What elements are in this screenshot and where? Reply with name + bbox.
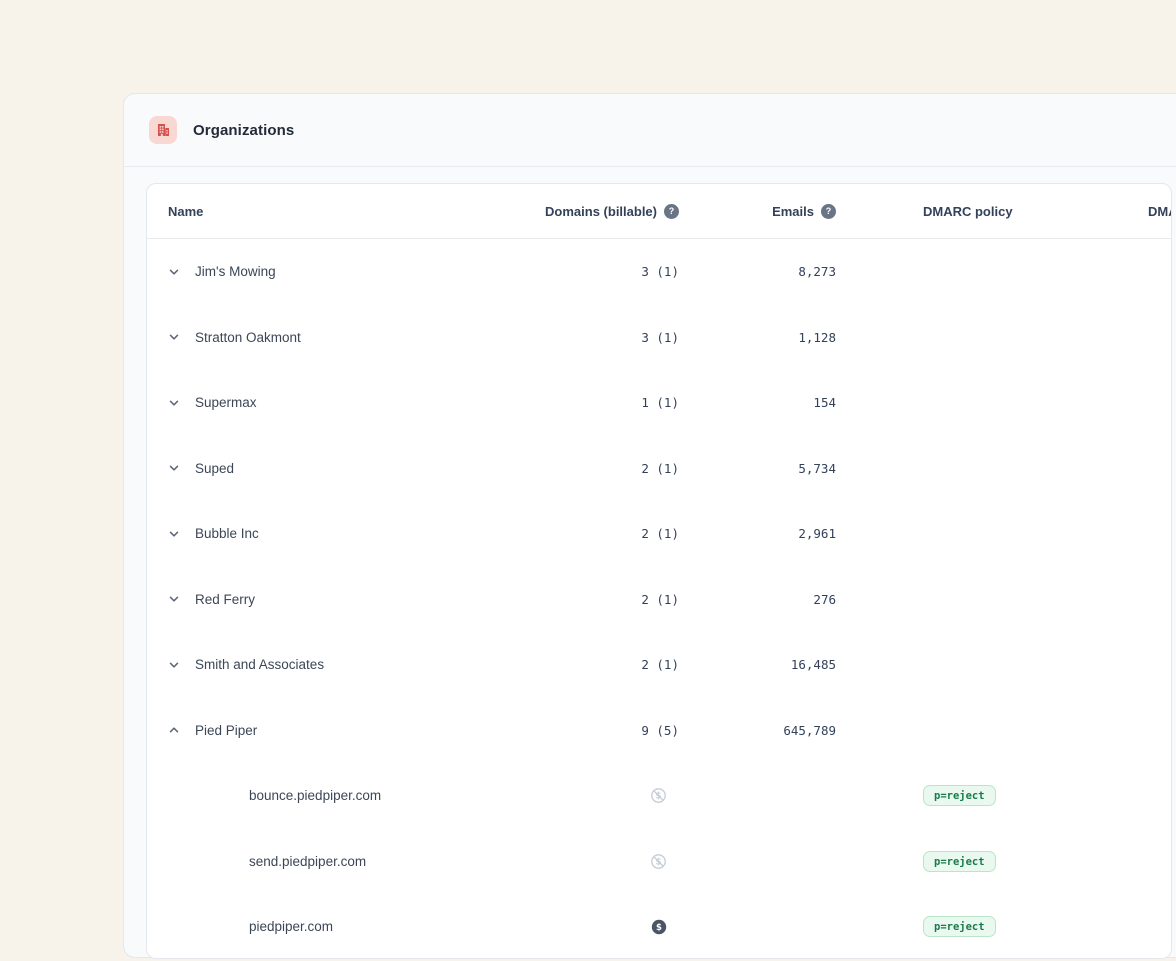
emails-count: 8,273	[798, 264, 836, 280]
column-header-dmarc-truncated: DMA	[1148, 203, 1171, 219]
org-row[interactable]: Stratton Oakmont 3 (1) 1,128	[147, 305, 1171, 371]
help-icon-domains[interactable]: ?	[664, 203, 679, 219]
org-name: Stratton Oakmont	[195, 329, 301, 345]
org-row[interactable]: Pied Piper 9 (5) 645,789	[147, 698, 1171, 764]
chevron-down-icon[interactable]	[168, 659, 180, 671]
domains-count: 2 (1)	[641, 657, 679, 673]
column-header-domains: Domains (billable) ?	[539, 203, 679, 219]
table-header-row: Name Domains (billable) ? Emails ? DMARC…	[147, 184, 1171, 239]
organizations-card: Organizations Name Domains (billable) ? …	[123, 93, 1176, 959]
emails-count: 2,961	[798, 526, 836, 542]
domains-count: 1 (1)	[641, 395, 679, 411]
chevron-down-icon[interactable]	[168, 462, 180, 474]
domains-count: 3 (1)	[641, 264, 679, 280]
column-header-name: Name	[168, 203, 204, 219]
domain-name: send.piedpiper.com	[249, 853, 367, 869]
org-row[interactable]: Red Ferry 2 (1) 276	[147, 567, 1171, 633]
dmarc-policy-badge: p=reject	[923, 850, 996, 872]
domains-count: 2 (1)	[641, 526, 679, 542]
org-row[interactable]: Jim's Mowing 3 (1) 8,273	[147, 239, 1171, 305]
chevron-up-icon[interactable]	[168, 724, 180, 736]
emails-count: 5,734	[798, 460, 836, 476]
billable-icon: $	[651, 919, 667, 935]
column-header-emails-label: Emails	[772, 203, 814, 219]
column-header-dmarc-policy: DMARC policy	[923, 203, 1013, 219]
org-row[interactable]: Suped 2 (1) 5,734	[147, 436, 1171, 502]
domain-name: piedpiper.com	[249, 919, 334, 935]
emails-count: 276	[813, 591, 836, 607]
domain-row[interactable]: piedpiper.com $ $ p=reject	[147, 894, 1171, 958]
dmarc-policy-badge: p=reject	[923, 785, 996, 807]
chevron-down-icon[interactable]	[168, 397, 180, 409]
chevron-down-icon[interactable]	[168, 528, 180, 540]
org-name: Jim's Mowing	[195, 264, 276, 280]
org-name: Supermax	[195, 395, 257, 411]
building-icon	[149, 116, 177, 144]
svg-text:$: $	[656, 923, 662, 933]
help-icon-emails[interactable]: ?	[821, 203, 836, 219]
table-body: Jim's Mowing 3 (1) 8,273 Stratto	[147, 239, 1171, 958]
org-name: Suped	[195, 460, 235, 476]
column-header-emails: Emails ?	[679, 203, 836, 219]
emails-count: 1,128	[798, 329, 836, 345]
org-row[interactable]: Bubble Inc 2 (1) 2,961	[147, 501, 1171, 567]
org-name: Pied Piper	[195, 722, 258, 738]
domains-count: 2 (1)	[641, 591, 679, 607]
chevron-down-icon[interactable]	[168, 593, 180, 605]
page-title: Organizations	[193, 121, 295, 139]
domain-name: bounce.piedpiper.com	[249, 788, 382, 804]
domain-row[interactable]: bounce.piedpiper.com $ $ p=reject	[147, 763, 1171, 829]
emails-count: 16,485	[790, 657, 836, 673]
domains-count: 3 (1)	[641, 329, 679, 345]
org-name: Bubble Inc	[195, 526, 259, 542]
domain-row[interactable]: send.piedpiper.com $ $ p=reject	[147, 829, 1171, 895]
column-header-domains-label: Domains (billable)	[545, 203, 657, 219]
emails-count: 645,789	[783, 722, 836, 738]
card-header: Organizations	[124, 94, 1176, 167]
dmarc-policy-badge: p=reject	[923, 916, 996, 938]
emails-count: 154	[813, 395, 836, 411]
org-name: Smith and Associates	[195, 657, 325, 673]
chevron-down-icon[interactable]	[168, 331, 180, 343]
domains-count: 9 (5)	[641, 722, 679, 738]
org-row[interactable]: Smith and Associates 2 (1) 16,485	[147, 632, 1171, 698]
organizations-table: Name Domains (billable) ? Emails ? DMARC…	[146, 183, 1172, 959]
not-billable-icon: $	[650, 787, 667, 804]
org-name: Red Ferry	[195, 591, 256, 607]
org-row[interactable]: Supermax 1 (1) 154	[147, 370, 1171, 436]
domains-count: 2 (1)	[641, 460, 679, 476]
not-billable-icon: $	[650, 853, 667, 870]
chevron-down-icon[interactable]	[168, 266, 180, 278]
